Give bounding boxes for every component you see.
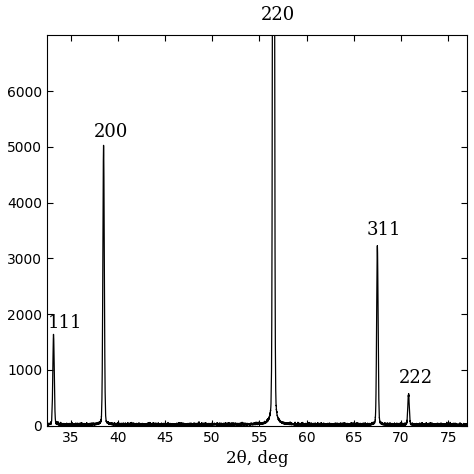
Text: 311: 311 — [367, 221, 401, 239]
Text: 220: 220 — [261, 6, 295, 24]
Text: 222: 222 — [399, 369, 433, 387]
Text: 111: 111 — [48, 314, 82, 332]
Text: 200: 200 — [94, 123, 128, 141]
X-axis label: 2θ, deg: 2θ, deg — [226, 450, 288, 467]
